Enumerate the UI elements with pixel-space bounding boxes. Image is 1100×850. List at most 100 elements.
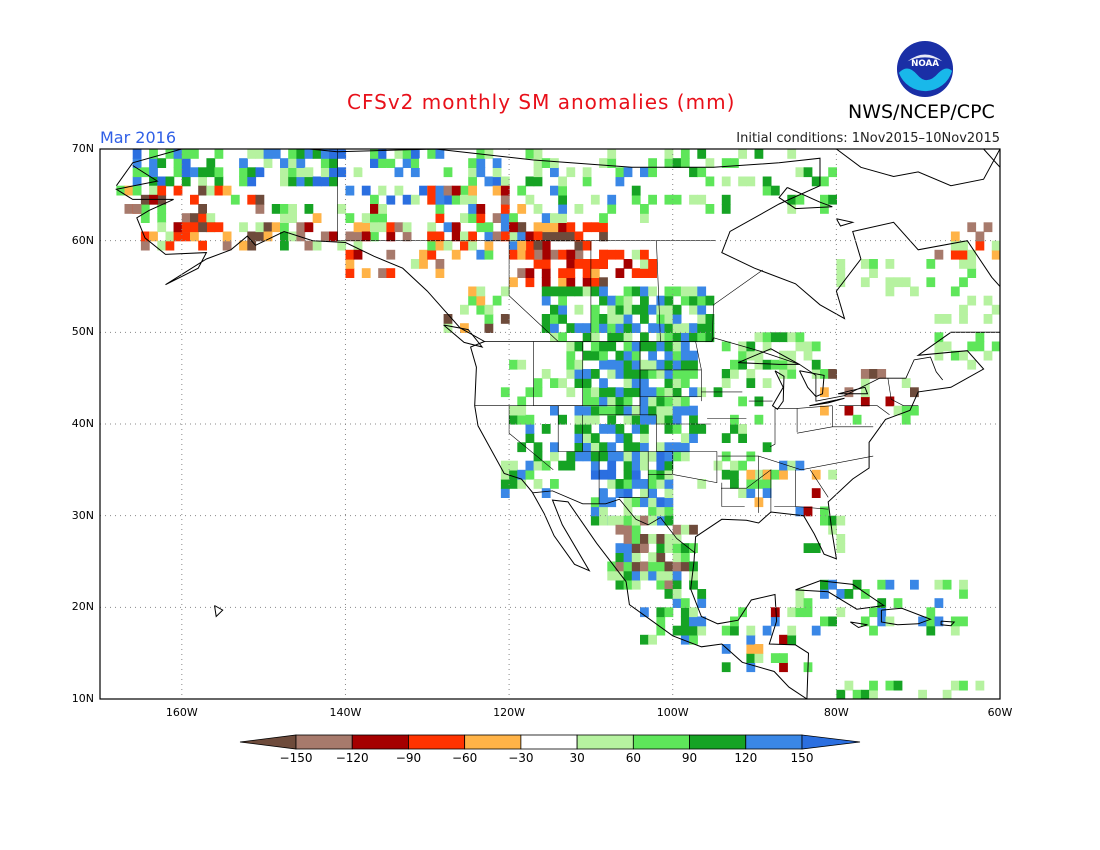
anomaly-cell: [664, 570, 674, 581]
anomaly-cell: [680, 634, 690, 645]
anomaly-cell: [296, 167, 306, 178]
anomaly-cell: [689, 286, 698, 297]
anomaly-cell: [623, 295, 633, 306]
anomaly-cell: [648, 515, 657, 526]
anomaly-cell: [689, 616, 698, 627]
state-boundary: [672, 451, 718, 484]
anomaly-cell: [566, 323, 576, 333]
anomaly-cell: [697, 304, 707, 315]
anomaly-cell: [394, 149, 404, 159]
anomaly-cell: [680, 378, 690, 388]
anomaly-cell: [656, 451, 666, 462]
anomaly-cell: [631, 552, 641, 563]
anomaly-cell: [558, 332, 567, 343]
anomaly-cell: [599, 295, 608, 306]
anomaly-cell: [689, 424, 698, 434]
state-boundary: [717, 455, 874, 471]
anomaly-cell: [525, 240, 535, 251]
anomaly-cell: [590, 323, 600, 333]
anomaly-cell: [517, 204, 527, 214]
anomaly-cell: [500, 204, 510, 214]
anomaly-cell: [689, 570, 698, 581]
colorbar-swatch: [689, 734, 747, 750]
colorbar-tick-label: −30: [508, 751, 534, 765]
anomaly-cell: [607, 405, 617, 416]
anomaly-cell: [820, 387, 829, 398]
anomaly-cell: [533, 387, 543, 398]
anomaly-cell: [582, 414, 592, 425]
anomaly-cell: [991, 341, 1000, 352]
anomaly-cell: [541, 286, 551, 297]
anomaly-cell: [247, 240, 257, 251]
anomaly-cell: [803, 506, 813, 517]
anomaly-cell: [640, 314, 649, 324]
anomaly-cell: [623, 314, 633, 324]
anomaly-cell: [255, 222, 265, 233]
anomaly-cell: [590, 332, 600, 343]
anomaly-cell: [860, 589, 870, 599]
anomaly-cell: [280, 222, 289, 233]
anomaly-cell: [959, 304, 968, 315]
anomaly-cell: [574, 451, 584, 462]
anomaly-cell: [312, 240, 322, 251]
lat-label: 70N: [71, 142, 94, 155]
anomaly-cell: [492, 185, 502, 196]
anomaly-cell: [198, 222, 207, 233]
anomaly-cell: [959, 680, 968, 691]
anomaly-cell: [762, 341, 772, 352]
anomaly-cell: [828, 515, 837, 526]
anomaly-cell: [517, 405, 527, 416]
anomaly-cell: [312, 149, 322, 159]
anomaly-cell: [599, 488, 608, 498]
anomaly-cell: [214, 176, 224, 187]
anomaly-cell: [811, 359, 821, 370]
anomaly-cell: [795, 194, 805, 205]
anomaly-cell: [590, 222, 600, 233]
anomaly-cell: [280, 158, 289, 168]
anomaly-cell: [533, 158, 543, 168]
anomaly-cell: [770, 653, 780, 663]
anomaly-cell: [787, 350, 797, 361]
anomaly-cell: [574, 442, 584, 453]
anomaly-cell: [607, 424, 617, 434]
anomaly-cell: [574, 378, 584, 388]
anomaly-cell: [631, 561, 641, 572]
anomaly-cell: [664, 589, 674, 599]
anomaly-cell: [950, 249, 960, 260]
anomaly-cell: [680, 433, 690, 443]
anomaly-cell: [550, 167, 559, 178]
anomaly-cell: [721, 644, 731, 654]
anomaly-cell: [599, 515, 608, 526]
anomaly-cell: [795, 589, 805, 599]
anomaly-cell: [320, 231, 330, 242]
anomaly-cell: [959, 350, 968, 361]
anomaly-cell: [337, 240, 347, 251]
anomaly-cell: [656, 405, 666, 416]
anomaly-cell: [353, 249, 363, 260]
anomaly-cell: [623, 341, 633, 352]
anomaly-cell: [631, 304, 641, 315]
anomaly-cell: [672, 286, 682, 297]
anomaly-cell: [672, 424, 682, 434]
anomaly-cell: [435, 268, 445, 278]
anomaly-cell: [419, 158, 428, 168]
anomaly-cell: [664, 286, 674, 297]
anomaly-cell: [468, 194, 477, 205]
anomaly-cell: [803, 167, 813, 178]
anomaly-cell: [599, 378, 608, 388]
anomaly-cell: [541, 158, 551, 168]
anomaly-cell: [247, 176, 257, 187]
anomaly-cell: [656, 506, 666, 517]
anomaly-cell: [329, 231, 338, 242]
anomaly-cell: [558, 286, 567, 297]
coastline: [835, 218, 855, 227]
anomaly-cell: [950, 231, 960, 242]
anomaly-cell: [640, 249, 649, 260]
anomaly-cell: [656, 341, 666, 352]
anomaly-cell: [574, 204, 584, 214]
anomaly-cell: [206, 222, 216, 233]
anomaly-cell: [779, 662, 788, 673]
anomaly-cell: [779, 653, 788, 663]
anomaly-cell: [607, 451, 617, 462]
anomaly-cell: [558, 213, 567, 223]
